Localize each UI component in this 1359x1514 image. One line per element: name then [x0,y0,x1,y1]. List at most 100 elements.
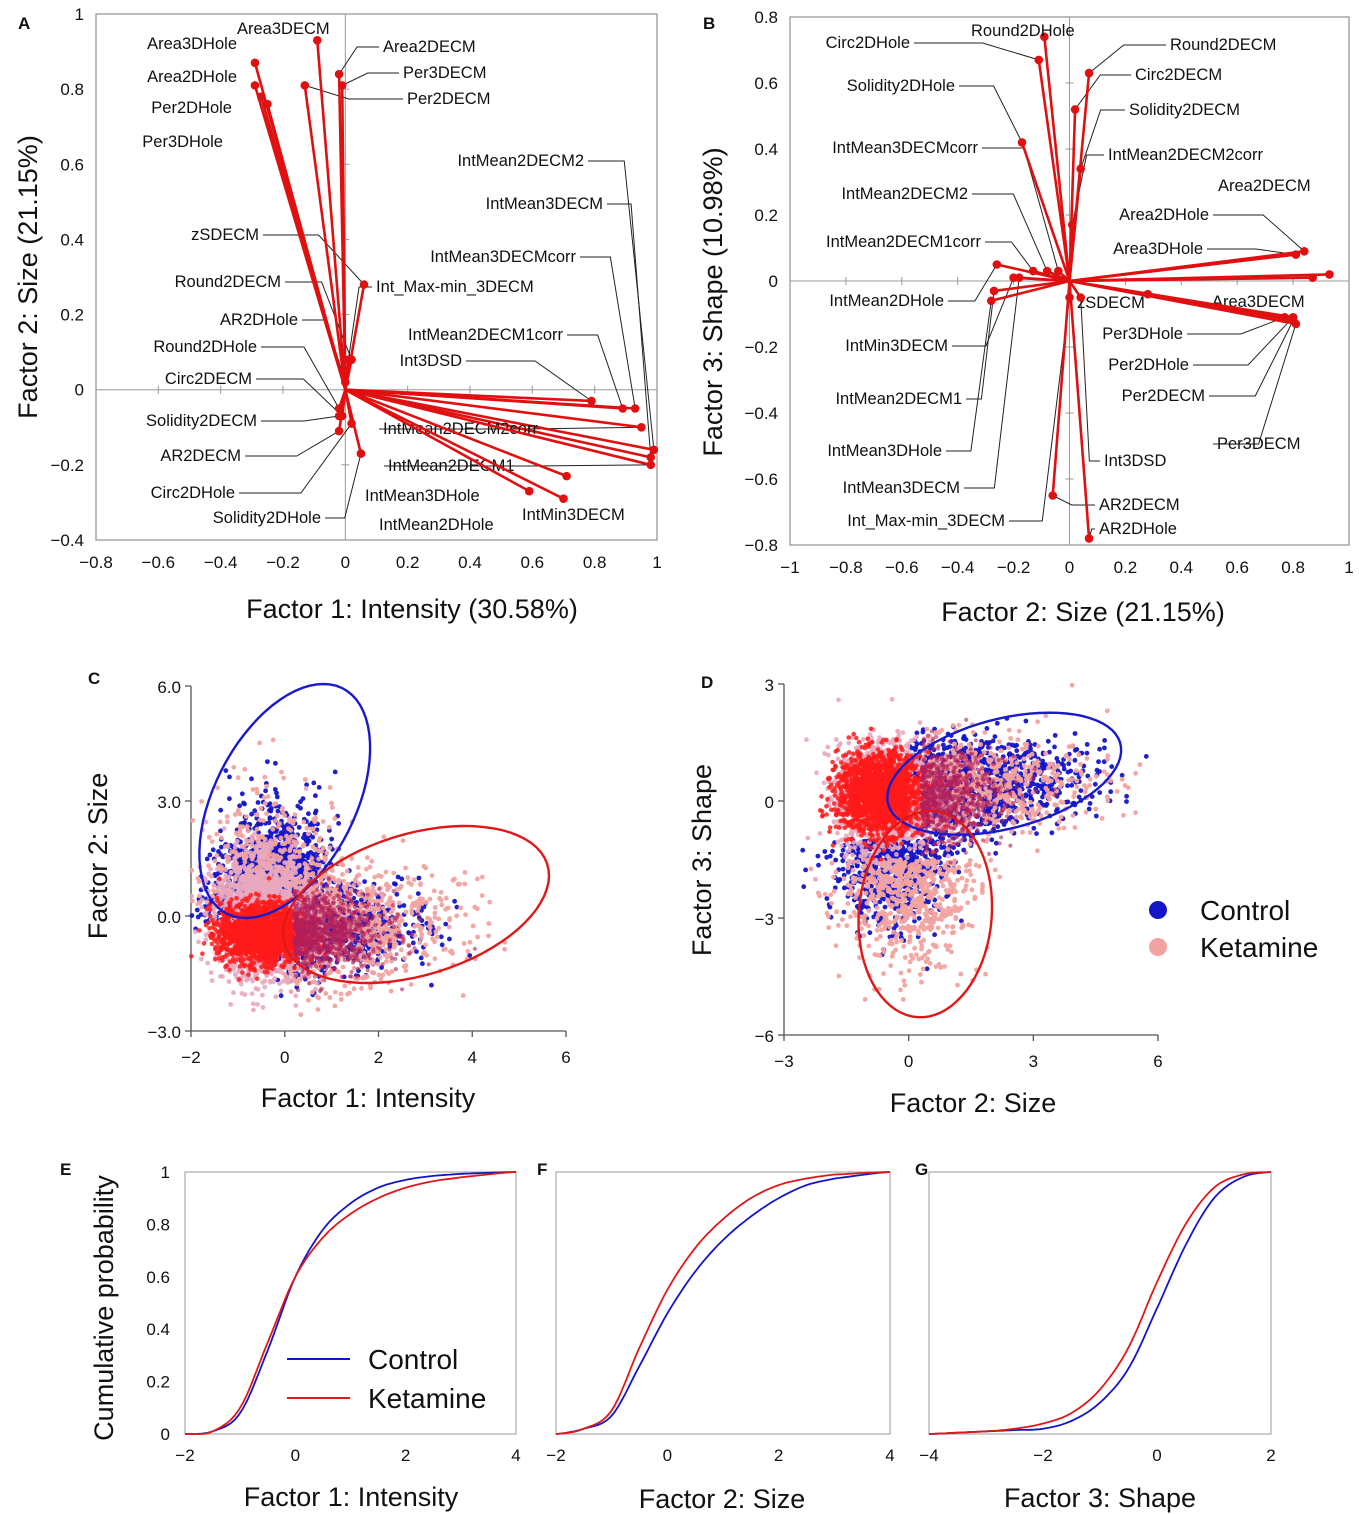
panel-c-ytick-label: 6.0 [157,678,181,697]
data-point [267,816,273,821]
data-point [302,861,308,867]
data-point [231,990,236,996]
data-point [367,896,373,902]
data-point [304,782,309,788]
data-point [353,877,358,882]
data-point [425,915,430,921]
data-point [486,933,491,939]
panel-b-ytick-label: 0.4 [754,140,778,159]
loading-point [587,396,596,406]
data-point [371,909,377,915]
panel-b-ytick-label: 0 [769,272,778,291]
data-point [407,894,413,900]
panel-a-ytick-label: 0.2 [60,306,84,325]
data-point [410,940,416,946]
data-point [342,983,348,989]
data-point [429,982,434,988]
leader-line [964,277,1020,489]
loading-point [1291,319,1301,329]
panel-b-plot: −1 −0.8 −0.6 −0.4 −0.2 0 0.2 0.4 0.6 0.8 1−0.8−0.6… [744,8,1353,577]
loading-point [263,99,272,109]
data-point [287,816,292,821]
loading-vector [1037,59,1071,282]
data-point [208,970,214,975]
data-point [384,901,390,907]
leader-line [302,319,346,383]
data-point [458,905,463,911]
data-point [362,879,367,884]
data-point [380,891,386,897]
data-point [329,836,335,842]
data-point [430,936,435,942]
leader-line [948,264,998,302]
panel-a-ytick-label: −0.2 [50,456,84,475]
variable-label: AR2DHole [1099,520,1177,538]
data-point [461,941,467,946]
leader-line [263,234,365,285]
data-point [297,977,303,983]
data-point [273,801,279,806]
data-point [359,986,364,991]
variable-label: IntMean2DHole [379,516,494,534]
data-point [487,899,493,905]
data-point [412,923,418,929]
panel-letter-d: D [701,673,713,692]
data-point [423,865,429,871]
loading-point [300,81,310,90]
data-point [383,869,389,875]
data-point [330,805,335,810]
leader-line [1080,297,1100,462]
data-point [403,909,409,915]
panel-a-xtick-label: 0.2 [396,553,420,572]
loading-point [637,422,646,432]
loading-point [1067,220,1077,230]
leader-line [347,286,372,360]
leader-line [1088,44,1166,74]
panel-b-xtick-label: −0.2 [997,558,1031,577]
leader-line [985,241,1034,272]
variable-label: Area3DECM [1212,293,1305,311]
panel-b-xtick-label: −0.4 [941,558,975,577]
data-point [384,959,389,964]
data-point [214,853,220,858]
loading-vector [345,388,655,452]
panel-a-xtick-label: 0.4 [458,553,482,572]
leader-line [239,423,352,494]
loading-point [312,36,322,45]
loading-point [1040,32,1049,42]
panel-b-ytick-label: 0.6 [754,74,778,93]
data-point [328,886,333,892]
data-point [391,870,397,876]
data-point [239,791,245,797]
data-point [432,956,438,962]
data-point [402,955,407,961]
variable-label: IntMean2DECM2corr [383,420,538,438]
data-point [252,808,258,814]
data-point [320,819,326,824]
loading-point [341,377,350,387]
data-point [302,831,308,837]
data-point [273,760,278,766]
data-point [225,819,230,825]
panel-c-ytick-label: 3.0 [157,793,181,812]
data-point [241,800,247,806]
data-point [278,855,284,861]
data-point [436,925,442,931]
data-point [302,777,308,782]
loading-point [334,426,344,436]
data-point [260,1005,266,1010]
data-point [250,787,256,792]
data-point [282,872,288,877]
data-point [220,879,226,885]
variable-label: IntMin3DECM [845,337,948,355]
leader-line [946,300,992,452]
data-point [259,992,265,998]
data-point [441,947,446,952]
leader-line [261,415,340,422]
leader-line [567,334,624,409]
data-point [310,860,316,866]
data-point [260,834,265,840]
data-point [254,812,260,817]
data-point [313,793,318,799]
loading-vector [345,388,652,467]
